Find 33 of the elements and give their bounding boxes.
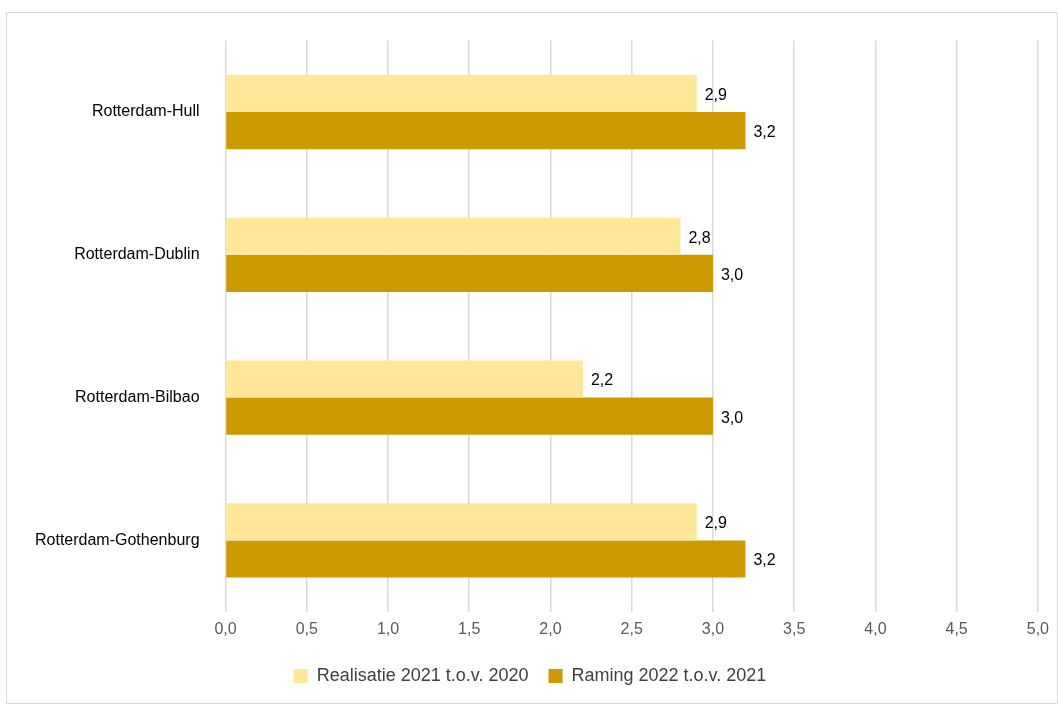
x-tick-label: 3,5 xyxy=(783,619,806,637)
legend-label: Raming 2022 t.o.v. 2021 xyxy=(571,664,767,685)
data-label: 3,0 xyxy=(720,408,744,426)
data-label: 2,2 xyxy=(590,371,614,389)
x-tick-label: 1,5 xyxy=(458,619,481,637)
bar xyxy=(226,540,746,578)
data-label: 3,2 xyxy=(753,122,776,140)
x-tick-label: 2,5 xyxy=(620,619,643,637)
data-label: 3,0 xyxy=(720,265,744,283)
x-tick-label: 0,5 xyxy=(295,619,318,637)
y-tick-label: Rotterdam-Gothenburg xyxy=(35,530,200,548)
x-tick-label: 3,0 xyxy=(701,619,725,637)
data-label: 2,9 xyxy=(704,85,728,103)
y-tick-label: Rotterdam-Hull xyxy=(91,102,200,120)
bar xyxy=(226,503,697,541)
x-tick-label: 4,5 xyxy=(945,619,968,637)
data-label: 2,8 xyxy=(688,228,711,246)
x-tick-label: 0,0 xyxy=(214,619,237,637)
bar xyxy=(226,254,713,292)
x-tick-label: 5,0 xyxy=(1026,619,1050,637)
legend-label: Realisatie 2021 t.o.v. 2020 xyxy=(316,664,529,685)
x-tick-label: 4,0 xyxy=(864,619,887,637)
bar xyxy=(226,112,746,150)
y-tick-label: Rotterdam-Dublin xyxy=(74,245,200,263)
bar xyxy=(226,74,697,112)
x-tick-label: 2,0 xyxy=(539,619,562,637)
bar xyxy=(226,397,713,435)
bar xyxy=(226,360,583,398)
data-label: 2,9 xyxy=(704,514,728,532)
x-tick-label: 1,0 xyxy=(376,619,400,637)
bar xyxy=(226,217,681,255)
data-label: 3,2 xyxy=(753,551,776,569)
y-tick-label: Rotterdam-Bilbao xyxy=(75,388,200,406)
